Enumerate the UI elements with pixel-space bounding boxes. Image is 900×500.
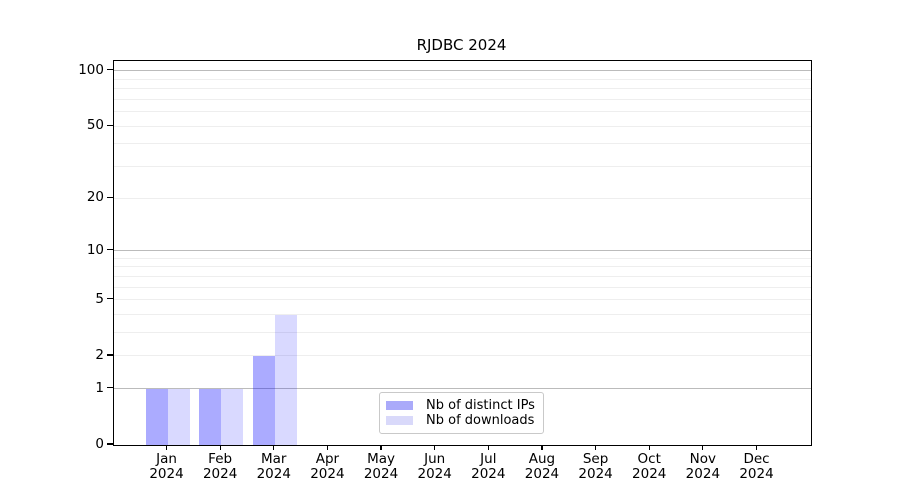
gridline-major xyxy=(114,250,811,252)
x-tick-month: Mar xyxy=(261,451,287,467)
x-tick-year: 2024 xyxy=(632,466,667,482)
x-tick-label-aug: Aug 2024 xyxy=(512,452,572,482)
x-tick-label-dec: Dec 2024 xyxy=(727,452,787,482)
x-tick-month: Dec xyxy=(743,451,770,467)
chart-title: RJDBC 2024 xyxy=(416,36,507,54)
x-tick-year: 2024 xyxy=(471,466,506,482)
bar-distinct-ips-jan xyxy=(145,388,168,445)
gridline-minor xyxy=(114,197,811,199)
x-tick-label-jun: Jun 2024 xyxy=(405,452,465,482)
x-tick-mark xyxy=(702,445,704,451)
gridline-minor xyxy=(114,111,811,113)
x-tick-mark xyxy=(326,445,328,451)
x-tick-month: Oct xyxy=(637,451,661,467)
y-tick-label: 10 xyxy=(86,241,104,258)
gridline-minor xyxy=(114,143,811,145)
y-tick-mark xyxy=(107,248,113,251)
y-tick-mark xyxy=(107,69,113,71)
gridline-minor xyxy=(114,88,811,90)
gridline-major xyxy=(114,388,811,390)
gridline-minor xyxy=(114,299,811,301)
x-tick-month: Jul xyxy=(480,451,497,467)
x-tick-mark xyxy=(219,445,221,451)
x-tick-label-may: May 2024 xyxy=(351,452,411,482)
bar-downloads-jan xyxy=(167,388,190,445)
y-tick-label: 100 xyxy=(78,61,104,78)
y-tick-label: 5 xyxy=(95,290,104,307)
y-tick-label: 2 xyxy=(95,346,104,363)
x-tick-year: 2024 xyxy=(739,466,774,482)
x-tick-year: 2024 xyxy=(202,466,238,482)
gridline-minor xyxy=(114,266,811,268)
x-tick-label-sep: Sep 2024 xyxy=(566,452,626,482)
x-tick-month: Feb xyxy=(208,451,233,467)
gridline-minor xyxy=(114,355,811,357)
x-tick-month: Sep xyxy=(582,451,609,467)
y-tick-mark xyxy=(107,354,113,356)
legend-swatch-downloads xyxy=(386,415,413,426)
x-tick-year: 2024 xyxy=(363,466,399,482)
x-tick-label-feb: Feb 2024 xyxy=(190,452,250,482)
x-tick-mark xyxy=(487,445,489,451)
x-tick-mark xyxy=(165,445,168,451)
bar-distinct-ips-mar xyxy=(252,355,275,445)
gridline-minor xyxy=(114,286,811,288)
legend-label-downloads: Nb of downloads xyxy=(426,413,535,428)
bar-downloads-mar xyxy=(274,314,297,445)
x-tick-month: Jun xyxy=(424,451,446,467)
x-tick-year: 2024 xyxy=(417,466,452,482)
legend-label-distinct-ips: Nb of distinct IPs xyxy=(426,398,535,413)
gridline-minor xyxy=(114,314,811,315)
x-tick-label-jan: Jan 2024 xyxy=(137,452,197,482)
gridline-major xyxy=(114,70,811,72)
legend-swatch-distinct-ips xyxy=(386,400,413,411)
gridline-minor xyxy=(114,275,811,277)
x-tick-mark xyxy=(434,445,436,451)
x-tick-year: 2024 xyxy=(149,466,184,482)
y-tick-label: 1 xyxy=(95,379,104,396)
legend: Nb of distinct IPs Nb of downloads xyxy=(379,392,544,434)
gridline-minor xyxy=(114,125,811,127)
x-tick-month: Nov xyxy=(689,451,717,467)
bar-downloads-feb xyxy=(221,388,244,445)
x-tick-label-apr: Apr 2024 xyxy=(297,452,357,482)
x-tick-month: Apr xyxy=(315,451,340,467)
y-tick-label: 20 xyxy=(86,189,104,206)
x-tick-mark xyxy=(755,445,758,451)
gridline-minor xyxy=(114,78,811,80)
gridline-minor xyxy=(114,257,811,259)
x-tick-year: 2024 xyxy=(685,466,721,482)
x-tick-mark xyxy=(594,445,597,451)
bar-distinct-ips-feb xyxy=(199,388,222,445)
y-tick-mark xyxy=(107,124,113,126)
x-tick-mark xyxy=(541,445,543,451)
x-tick-year: 2024 xyxy=(578,466,613,482)
x-tick-year: 2024 xyxy=(524,466,560,482)
x-tick-month: Aug xyxy=(528,451,556,467)
x-tick-label-mar: Mar 2024 xyxy=(244,452,304,482)
y-tick-mark xyxy=(107,387,113,389)
gridline-minor xyxy=(114,332,811,334)
x-tick-label-jul: Jul 2024 xyxy=(458,452,518,482)
y-tick-label: 0 xyxy=(95,436,104,452)
x-tick-mark xyxy=(380,445,382,451)
plot-area xyxy=(113,60,812,446)
legend-row-distinct-ips: Nb of distinct IPs xyxy=(386,398,535,413)
y-tick-mark xyxy=(107,443,113,445)
x-tick-label-oct: Oct 2024 xyxy=(619,452,679,482)
legend-row-downloads: Nb of downloads xyxy=(386,413,535,428)
x-tick-month: Jan xyxy=(156,451,177,467)
y-tick-mark xyxy=(107,298,113,300)
x-tick-mark xyxy=(273,445,275,451)
gridline-minor xyxy=(114,166,811,168)
y-tick-mark xyxy=(107,196,113,198)
x-tick-year: 2024 xyxy=(310,466,345,482)
x-tick-label-nov: Nov 2024 xyxy=(673,452,733,482)
gridline-minor xyxy=(114,98,811,100)
x-tick-year: 2024 xyxy=(256,466,291,482)
y-tick-label: 50 xyxy=(86,117,104,134)
x-tick-month: May xyxy=(367,451,395,467)
x-tick-mark xyxy=(648,445,650,451)
